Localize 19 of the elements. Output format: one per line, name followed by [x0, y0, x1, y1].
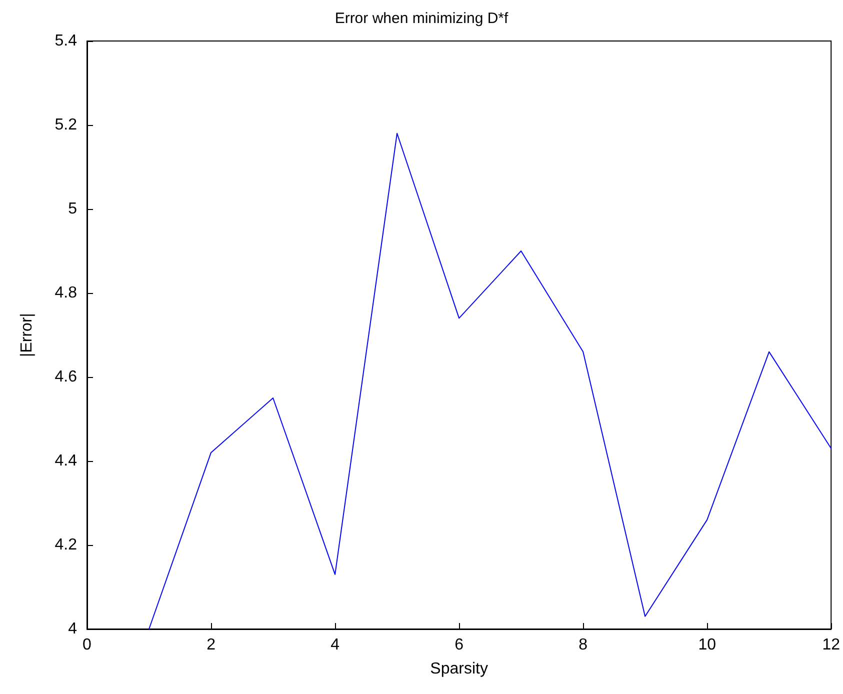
y-tick-label: 4.2: [54, 536, 78, 554]
y-tick-label: 4.8: [54, 284, 78, 302]
y-axis-title: |Error|: [18, 313, 36, 357]
line-series: [148, 132, 832, 630]
y-tick-label: 5.2: [54, 116, 78, 134]
x-tick-label: 12: [822, 636, 840, 654]
y-tick-label: 5: [68, 200, 78, 218]
x-axis-title: Sparsity: [430, 660, 488, 678]
x-tick-label: 2: [206, 636, 216, 654]
x-tick-label: 6: [454, 636, 464, 654]
x-tick-label: 10: [698, 636, 716, 654]
y-tick-label: 4: [68, 620, 78, 638]
chart-title: Error when minimizing D*f: [334, 10, 510, 27]
x-tick-label: 8: [578, 636, 588, 654]
y-tick-label: 4.6: [54, 368, 78, 386]
x-tick-label: 4: [330, 636, 340, 654]
y-tick-label: 4.4: [54, 452, 78, 470]
y-tick-label: 5.4: [54, 32, 78, 50]
x-tick-label: 0: [82, 636, 92, 654]
